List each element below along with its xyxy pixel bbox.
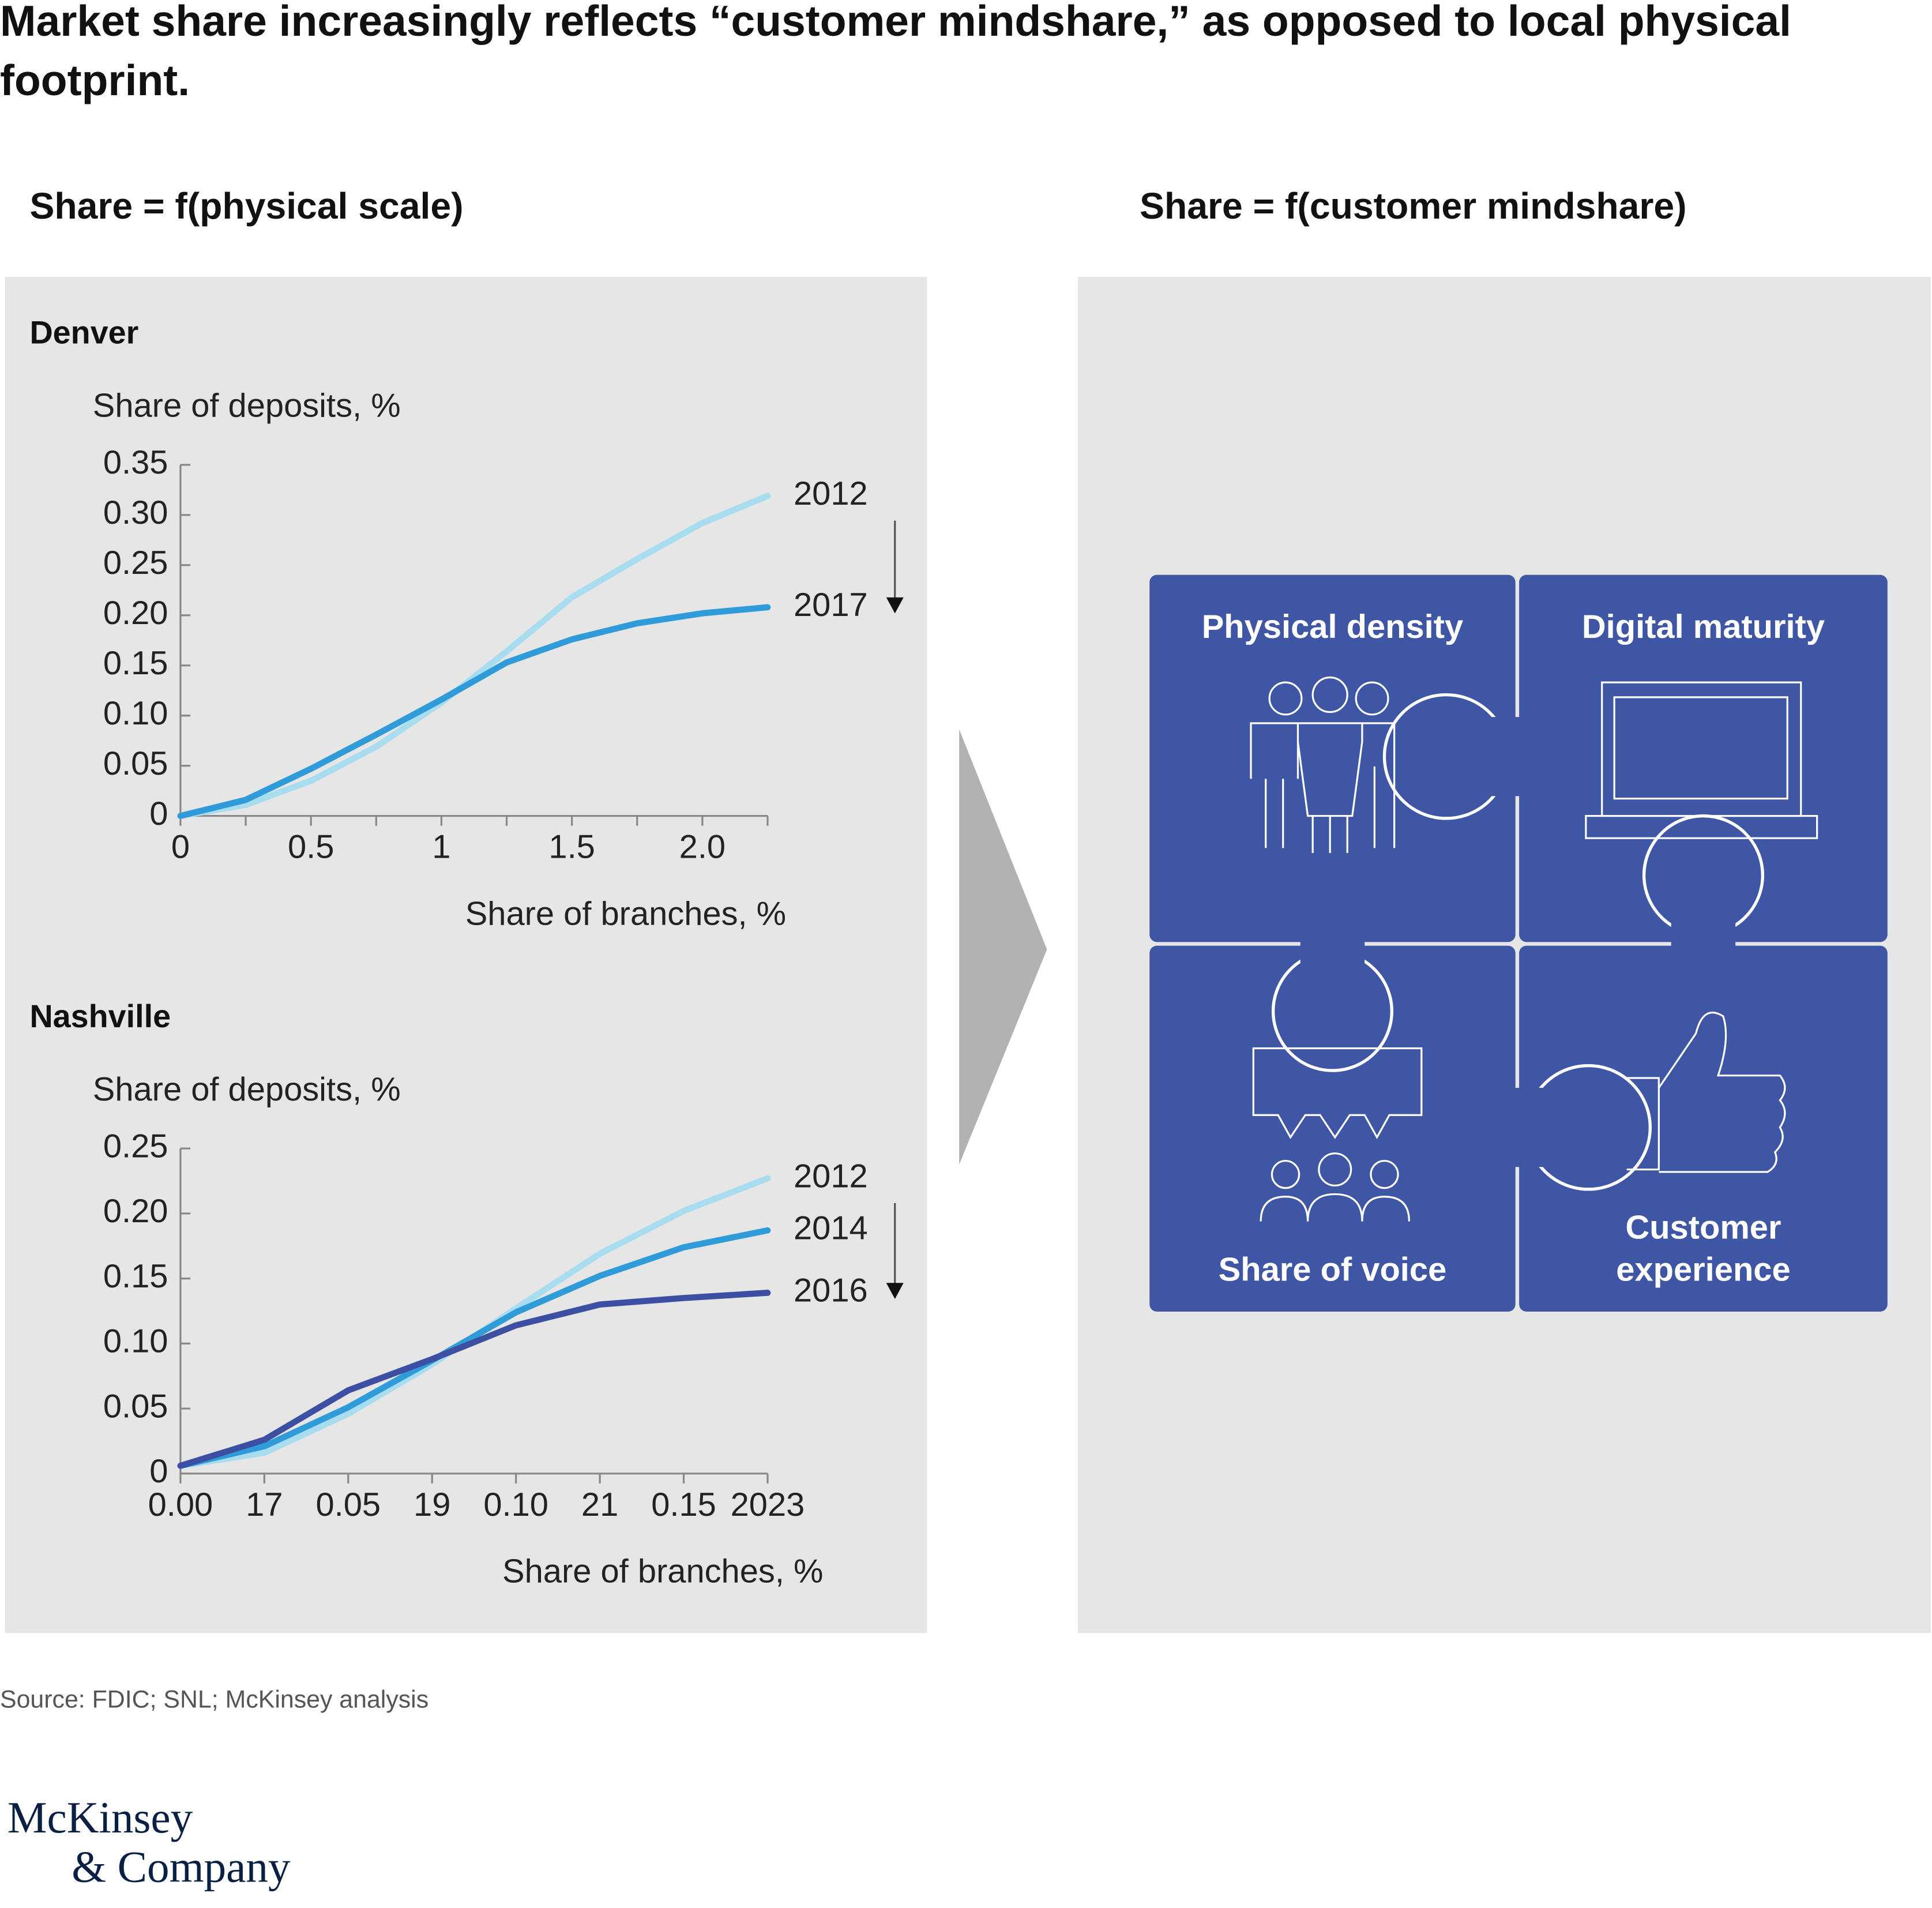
x-tick-label: 0.05 — [315, 1486, 381, 1523]
y-tick-label: 0.05 — [103, 745, 168, 782]
y-tick-label: 0.25 — [103, 1128, 168, 1165]
series-label: 2012 — [794, 475, 868, 512]
y-tick-label: 0.35 — [103, 444, 168, 481]
series-label: 2016 — [794, 1272, 868, 1309]
trend-arrow-head — [886, 1283, 904, 1299]
x-tick-label: 19 — [414, 1486, 450, 1523]
logo: & Company — [72, 1842, 291, 1892]
line-series — [177, 1290, 771, 1469]
x-tick-label: 1.5 — [548, 829, 595, 866]
y-tick-label: 0.20 — [103, 1193, 168, 1230]
y-tick-label: 0.05 — [103, 1388, 168, 1425]
line-series — [177, 604, 771, 819]
x-tick-label: 0.15 — [651, 1486, 716, 1523]
piece-label: Share of voice — [1218, 1251, 1447, 1289]
left-panel — [5, 277, 927, 1633]
y-tick-label: 0.30 — [103, 494, 168, 531]
knob-neck — [1671, 915, 1736, 964]
logo: McKinsey — [7, 1793, 193, 1842]
x-tick-label: 0.10 — [483, 1486, 548, 1523]
line-series — [177, 493, 771, 819]
x-tick-label: 0.5 — [288, 829, 334, 866]
piece — [1149, 945, 1516, 1312]
line-series — [177, 1227, 771, 1469]
y-tick-label: 0 — [149, 1453, 168, 1490]
icons — [1250, 676, 1818, 1222]
piece-label: Physical density — [1201, 608, 1464, 645]
piece — [1149, 574, 1516, 942]
x-axis-label: Share of branches, % — [502, 1553, 823, 1590]
y-tick-label: 0.15 — [103, 645, 168, 682]
trend-arrow-head — [886, 597, 904, 614]
source: Source: FDIC; SNL; McKinsey analysis — [0, 1686, 429, 1714]
y-tick-label: 0 — [149, 795, 168, 832]
x-tick-label: 2.0 — [679, 829, 726, 866]
chart-title: Nashville — [29, 998, 171, 1034]
title: Market share increasingly reflects “cust… — [0, 0, 1791, 106]
arrow — [959, 729, 1047, 1165]
piece — [1519, 945, 1888, 1312]
series-label: 2014 — [794, 1210, 868, 1246]
left-heading: Share = f(physical scale) — [29, 185, 463, 227]
y-tick-label: 0.15 — [103, 1258, 168, 1295]
series-label: 2012 — [794, 1158, 868, 1195]
knob-neck — [1300, 927, 1365, 977]
knob-neck — [1503, 1088, 1553, 1167]
knob-neck — [1483, 717, 1533, 797]
series-label: 2017 — [794, 587, 868, 624]
right-heading: Share = f(customer mindshare) — [1140, 185, 1686, 227]
y-tick-label: 0.25 — [103, 544, 168, 581]
x-tick-label: 21 — [581, 1486, 618, 1523]
y-tick-label: 0.10 — [103, 1323, 168, 1360]
x-tick-label: 17 — [246, 1486, 283, 1523]
y-axis-label: Share of deposits, % — [93, 1071, 401, 1108]
y-axis-label: Share of deposits, % — [93, 388, 401, 425]
puzzle — [1149, 574, 1888, 1312]
y-tick-label: 0.20 — [103, 595, 168, 632]
chart-title: Denver — [29, 315, 138, 351]
piece-label: Digital maturity — [1581, 608, 1825, 645]
x-axis-label: Share of branches, % — [465, 895, 786, 932]
y-tick-label: 0.10 — [103, 695, 168, 732]
x-tick-label: 1 — [432, 829, 450, 866]
x-tick-label: 0.00 — [148, 1486, 213, 1523]
x-tick-label: 2023 — [731, 1486, 805, 1523]
piece-label: Customer experience — [1616, 1209, 1791, 1289]
piece — [1519, 574, 1888, 942]
x-tick-label: 0 — [171, 829, 190, 866]
